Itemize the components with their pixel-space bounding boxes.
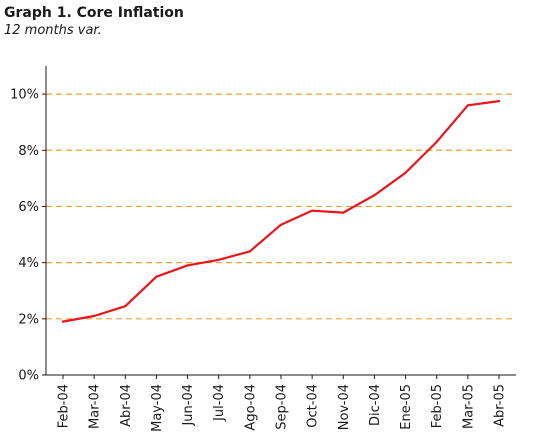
data-point-8	[311, 209, 314, 212]
x-tick-label-10: Dic-04	[368, 384, 383, 426]
data-point-13	[466, 104, 469, 107]
series-line-0	[61, 100, 501, 323]
data-point-1	[93, 314, 96, 318]
data-point-2	[124, 305, 127, 308]
chart-subtitle: 12 months var.	[4, 23, 102, 38]
y-tick-label-2: 4%	[18, 256, 39, 271]
x-tick-label-7: Sep-04	[275, 384, 290, 430]
data-point-14	[497, 100, 501, 103]
y-tick-label-1: 2%	[18, 312, 39, 327]
x-tick-label-14: Abr-05	[493, 384, 508, 427]
data-point-12	[435, 140, 438, 143]
title-block: Graph 1. Core Inflation 12 months var.	[4, 4, 184, 39]
chart-title: Graph 1. Core Inflation	[4, 5, 184, 21]
x-tick-label-3: May-04	[150, 384, 165, 432]
x-tick-label-11: Ene-05	[399, 384, 414, 430]
y-tick-label-4: 8%	[18, 144, 39, 159]
data-point-7	[279, 223, 283, 226]
data-point-3	[155, 275, 158, 278]
x-tick-label-9: Nov-04	[337, 384, 352, 430]
data-point-10	[373, 194, 376, 197]
data-point-9	[342, 211, 345, 214]
data-point-6	[248, 250, 251, 253]
x-tick-label-6: Ago-04	[243, 384, 258, 431]
data-point-11	[404, 171, 407, 174]
x-tick-label-13: Mar-05	[461, 384, 476, 429]
x-tick-label-8: Oct-04	[306, 384, 321, 428]
data-point-5	[217, 258, 220, 261]
y-tick-label-5: 10%	[10, 88, 39, 103]
y-tick-label-3: 6%	[18, 200, 39, 215]
x-tick-label-5: Jul-04	[212, 384, 227, 422]
x-tick-label-12: Feb-05	[430, 384, 445, 428]
y-tick-label-0: 0%	[18, 369, 39, 384]
data-point-0	[61, 320, 65, 323]
x-tick-label-4: Jun-04	[181, 384, 196, 427]
x-tick-label-1: Mar-04	[88, 384, 103, 429]
x-tick-label-2: Abr-04	[119, 384, 134, 427]
data-point-4	[186, 264, 189, 267]
x-tick-label-0: Feb-04	[57, 384, 72, 428]
